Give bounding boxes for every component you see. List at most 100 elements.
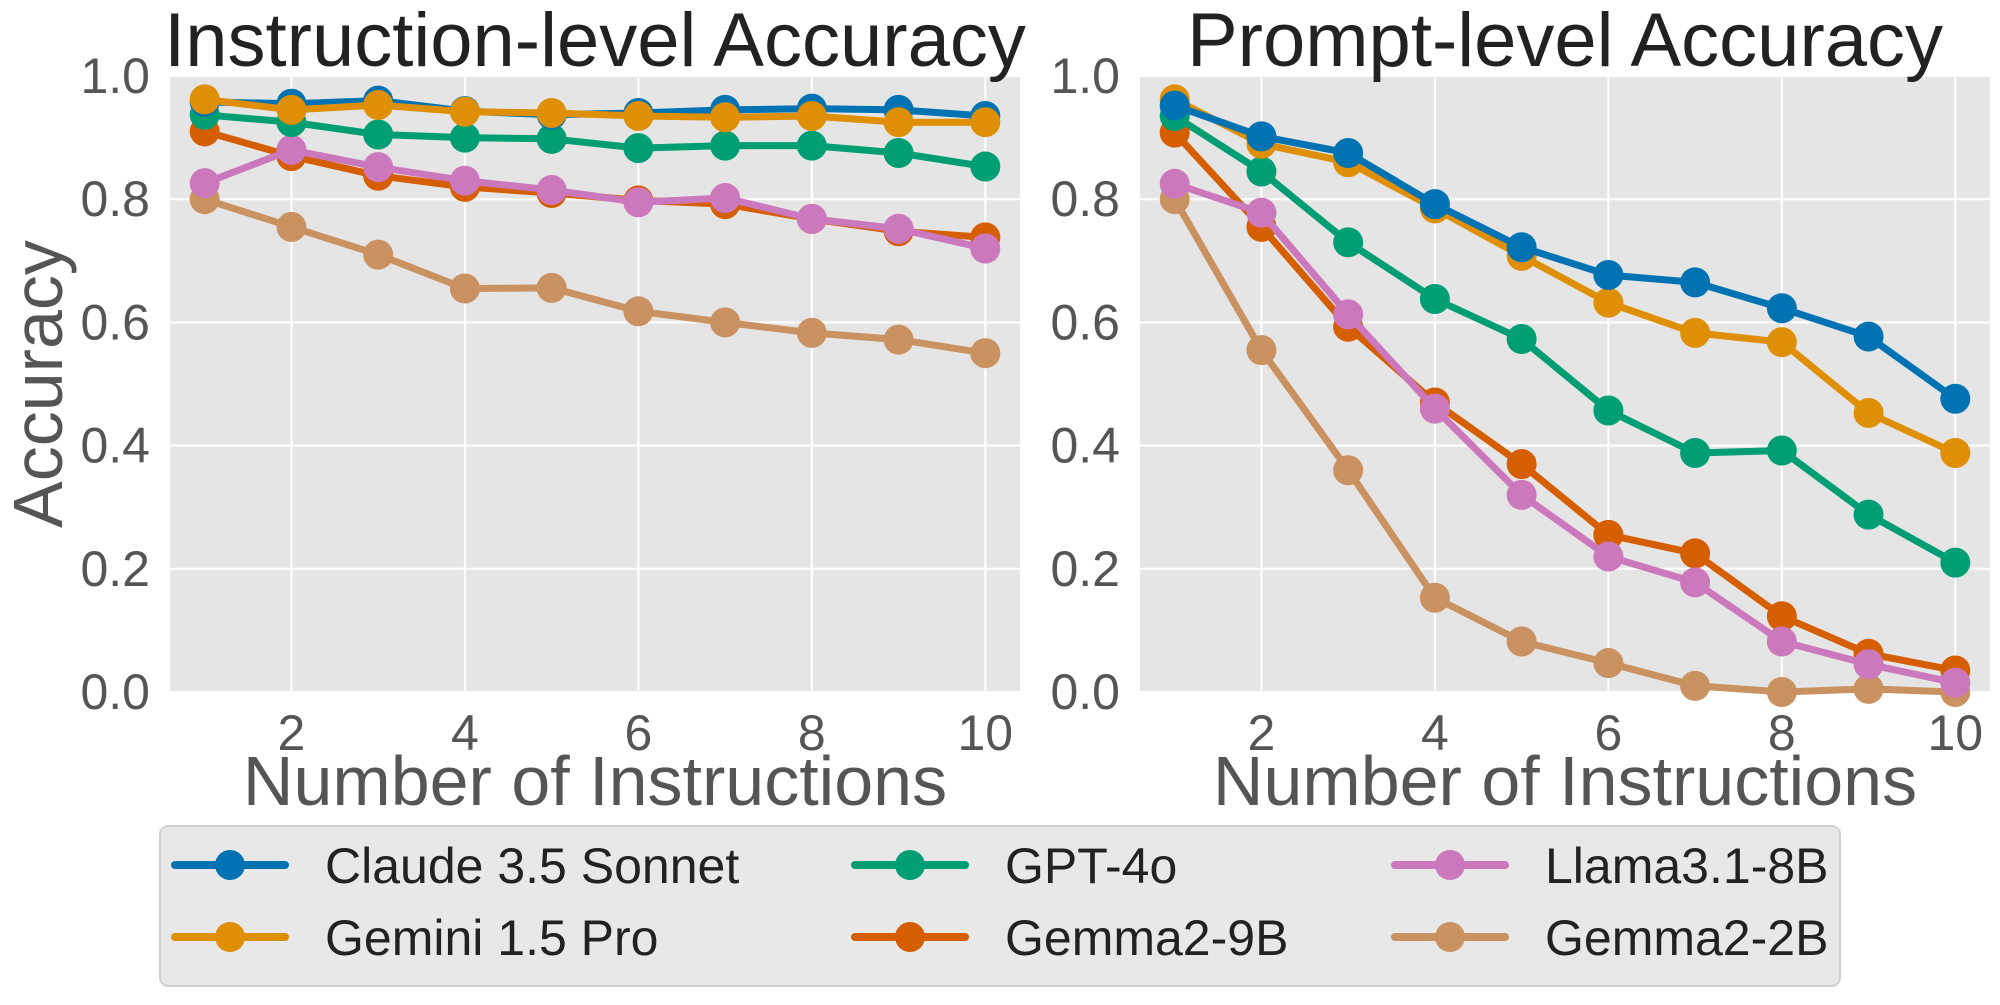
series-gemma2-2b <box>1159 184 1971 707</box>
legend-marker <box>1435 922 1465 952</box>
data-point <box>883 213 914 244</box>
data-point <box>276 211 307 242</box>
data-point <box>1333 138 1364 168</box>
x-tick-label: 2 <box>1248 705 1276 761</box>
x-tick-label: 2 <box>278 705 306 761</box>
legend-entries: Claude 3.5 Sonnet GPT-4o Llama3.1-8B Gemini… <box>171 838 1829 966</box>
data-point <box>1159 90 1190 121</box>
data-point <box>1940 437 1971 468</box>
plot-area <box>170 76 1020 692</box>
data-point <box>1766 293 1797 324</box>
data-point <box>1680 437 1711 468</box>
legend-label: Gemma2-9B <box>1005 910 1288 966</box>
x-axis-label: Number of Instructions <box>243 742 947 820</box>
data-point <box>1333 455 1364 486</box>
series-line <box>201 146 989 252</box>
series-line <box>201 195 989 357</box>
data-point <box>1766 601 1797 632</box>
data-point <box>1246 156 1277 187</box>
series-line <box>1171 112 1959 567</box>
y-tick-label: 0.8 <box>1050 171 1120 227</box>
series-line <box>1171 95 1959 457</box>
legend-label: Claude 3.5 Sonnet <box>325 838 739 894</box>
y-tick-label: 0.6 <box>1050 294 1120 350</box>
data-point <box>623 101 654 132</box>
y-tick-label: 0.8 <box>80 171 150 227</box>
data-point <box>970 233 1001 264</box>
data-point <box>1593 259 1624 290</box>
legend-item-llama3-1-8b: Llama3.1-8B <box>1391 838 1829 894</box>
legend-marker <box>1435 850 1465 880</box>
prompt-level-panel: 0.0 0.2 0.4 0.6 0.8 1.0 2 4 6 8 10 Prompt-level A… <box>1050 0 1990 820</box>
legend-label: Llama3.1-8B <box>1545 838 1829 894</box>
series-claude-3-5-sonnet <box>1159 90 1971 414</box>
legend-item-gemini-1-5-pro: Gemini 1.5 Pro <box>171 910 658 966</box>
data-point <box>363 152 394 183</box>
data-point <box>1333 299 1364 330</box>
data-point <box>710 130 741 161</box>
data-point <box>1246 121 1277 152</box>
data-point <box>189 84 220 115</box>
data-point <box>1506 324 1537 355</box>
data-point <box>1593 648 1624 679</box>
legend-marker <box>215 922 245 952</box>
data-point <box>1853 499 1884 530</box>
data-point <box>796 203 827 234</box>
series-llama3-1-8b <box>189 134 1001 264</box>
x-tick-label: 6 <box>624 705 652 761</box>
data-point <box>1766 327 1797 358</box>
data-point <box>1766 677 1797 707</box>
data-point <box>1940 667 1971 698</box>
x-tick-label: 6 <box>1594 705 1622 761</box>
data-point <box>623 187 654 218</box>
legend-label: Gemma2-2B <box>1545 910 1828 966</box>
data-point <box>363 119 394 150</box>
y-tick-label: 0.6 <box>80 294 150 350</box>
x-tick-label: 8 <box>1768 705 1796 761</box>
data-point <box>970 107 1001 138</box>
series-line <box>201 95 989 126</box>
data-point <box>1853 673 1884 704</box>
data-point <box>1766 435 1797 466</box>
legend-item-claude-3-5-sonnet: Claude 3.5 Sonnet <box>171 838 739 894</box>
x-tick-labels: 2 4 6 8 10 <box>278 705 1014 761</box>
x-axis-label: Number of Instructions <box>1213 742 1917 820</box>
data-point <box>1853 321 1884 352</box>
data-point <box>623 296 654 327</box>
x-tick-label: 10 <box>1927 705 1983 761</box>
data-point <box>1593 395 1624 426</box>
series-group <box>1159 84 1971 707</box>
data-point <box>536 174 567 205</box>
data-point <box>363 239 394 270</box>
legend-item-gemma2-2b: Gemma2-2B <box>1391 910 1828 966</box>
legend-item-gpt-4o: GPT-4o <box>851 838 1177 894</box>
data-point <box>276 94 307 125</box>
data-point <box>1680 317 1711 348</box>
series-line <box>1171 102 1959 403</box>
series-line <box>1171 180 1959 687</box>
data-point <box>1419 283 1450 314</box>
y-tick-label: 0.4 <box>80 418 150 474</box>
legend-marker <box>895 922 925 952</box>
data-point <box>1419 393 1450 424</box>
y-tick-labels: 0.0 0.2 0.4 0.6 0.8 1.0 <box>80 48 150 720</box>
y-tick-label: 0.0 <box>80 664 150 720</box>
series-line <box>1171 129 1959 674</box>
x-tick-labels: 2 4 6 8 10 <box>1248 705 1984 761</box>
series-line <box>201 111 989 171</box>
data-point <box>276 134 307 165</box>
series-gemini-1-5-pro <box>189 84 1001 138</box>
data-point <box>1419 189 1450 220</box>
data-point <box>796 101 827 132</box>
legend: Claude 3.5 Sonnet GPT-4o Llama3.1-8B Gemini… <box>159 825 1841 987</box>
data-point <box>1680 670 1711 701</box>
y-tick-label: 0.4 <box>1050 418 1120 474</box>
series-group <box>189 84 1001 369</box>
data-point <box>1680 538 1711 569</box>
data-point <box>1680 267 1711 298</box>
data-point <box>1419 582 1450 613</box>
data-point <box>189 168 220 199</box>
data-point <box>1506 479 1537 510</box>
legend-marker <box>215 850 245 880</box>
